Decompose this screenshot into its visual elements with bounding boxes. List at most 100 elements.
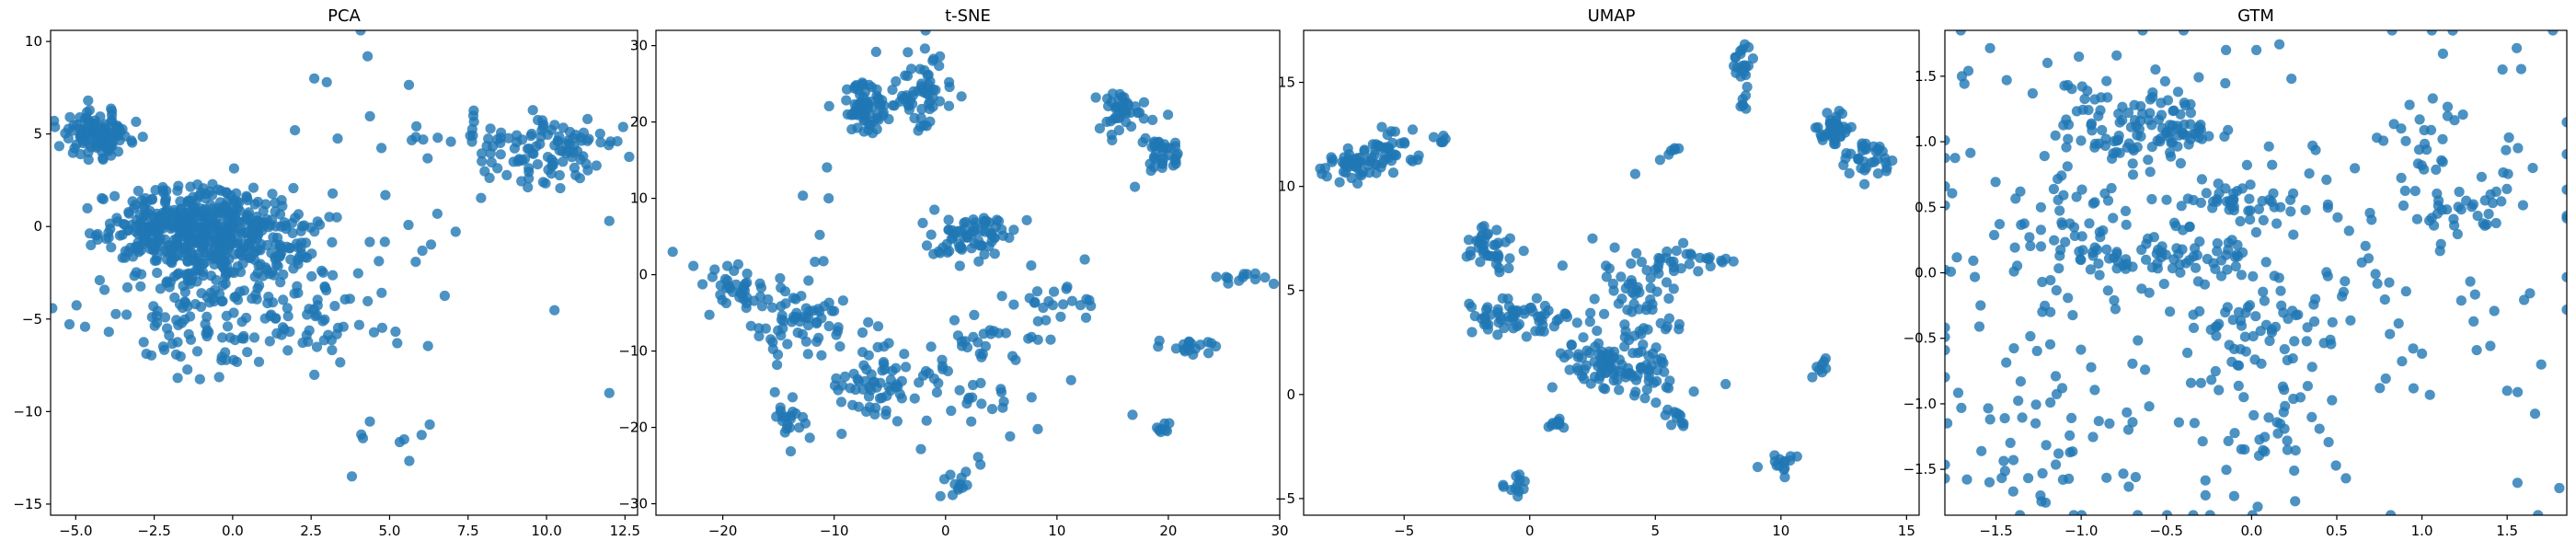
tsne-point (989, 248, 1000, 259)
gtm-point (2501, 385, 2513, 397)
tsne-point (1153, 137, 1164, 148)
pca-point (146, 237, 157, 248)
tsne-point (967, 392, 978, 403)
pca-point (109, 190, 121, 201)
tsne-point (1032, 316, 1043, 327)
gtm-point (2229, 428, 2240, 439)
gtm-point (2279, 385, 2290, 396)
gtm-point (1965, 147, 1976, 158)
umap-point (1497, 293, 1508, 304)
pca-point (155, 283, 166, 294)
tsne-point (1032, 334, 1043, 345)
gtm-point (2001, 75, 2012, 86)
tsne-point (1065, 374, 1076, 385)
tsne-point (742, 277, 753, 288)
pca-point (217, 280, 228, 291)
pca-point (352, 268, 363, 279)
tsne-point (879, 341, 890, 352)
gtm-x-tick-label: −0.5 (2150, 523, 2183, 539)
pca-point (222, 268, 233, 279)
pca-point (232, 294, 244, 305)
gtm-point (2223, 124, 2234, 135)
pca-point (416, 430, 427, 441)
tsne-point (729, 265, 740, 276)
gtm-point (2050, 371, 2062, 382)
tsne-point (899, 349, 910, 360)
pca-point (159, 344, 170, 355)
pca-point (123, 208, 134, 219)
umap-point (1327, 156, 1338, 167)
umap-point (1819, 356, 1830, 367)
tsne-point (1005, 431, 1016, 442)
pca-point (335, 357, 346, 368)
gtm-point (2345, 315, 2356, 326)
tsne-point (1147, 114, 1158, 125)
gtm-point (2107, 153, 2118, 164)
pca-point (267, 189, 278, 200)
tsne-point (934, 96, 946, 107)
pca-point (216, 296, 227, 307)
tsne-point (804, 305, 815, 316)
pca-point (486, 156, 497, 168)
gtm-point (2053, 448, 2064, 459)
tsne-point (798, 190, 809, 201)
tsne-point (943, 214, 954, 225)
gtm-point (2161, 510, 2173, 515)
tsne-point (754, 278, 765, 289)
gtm-point (2252, 501, 2263, 512)
gtm-point (2231, 249, 2242, 260)
gtm-point (1945, 459, 1950, 470)
pca-point (53, 141, 64, 152)
pca-point (422, 153, 433, 164)
gtm-point (2449, 115, 2460, 126)
pca-point (315, 219, 326, 230)
gtm-point (2321, 174, 2332, 185)
gtm-point (2071, 106, 2082, 117)
tsne-point (1206, 338, 1217, 349)
pca-point (202, 240, 213, 251)
pca-title: PCA (328, 6, 361, 26)
tsne-point (1066, 295, 1077, 306)
gtm-x-tick-label: 0.0 (2240, 523, 2262, 539)
tsne-y-tick-label: 30 (630, 38, 648, 54)
pca-point (94, 275, 105, 286)
umap-point (1810, 122, 1821, 133)
gtm-point (2017, 412, 2028, 423)
umap-point (1609, 242, 1620, 253)
pca-point (547, 160, 558, 171)
umap-point (1807, 372, 1818, 383)
pca-point (185, 247, 196, 259)
gtm-point (2236, 270, 2247, 281)
tsne-point (775, 402, 786, 413)
pca-point (284, 243, 295, 254)
tsne-point (1249, 274, 1261, 285)
pca-point (484, 172, 495, 183)
gtm-point (2490, 186, 2501, 197)
gtm-point (2360, 240, 2371, 251)
gtm-point (2238, 392, 2249, 403)
gtm-point (2338, 286, 2349, 297)
umap-point (1648, 377, 1660, 388)
umap-point (1769, 450, 1780, 461)
tsne-point (811, 317, 822, 329)
gtm-point (2212, 237, 2223, 249)
gtm-point (2245, 214, 2256, 225)
umap-x-tick-label: 5 (1651, 523, 1661, 539)
pca-point (264, 269, 275, 280)
pca-x-tick-label: 5.0 (379, 523, 401, 539)
gtm-point (2133, 123, 2145, 134)
gtm-point (2060, 236, 2071, 247)
tsne-point (785, 446, 797, 457)
tsne-point (1026, 260, 1037, 271)
gtm-point (2332, 212, 2343, 223)
gtm-point (2182, 347, 2193, 359)
gtm-point (2144, 401, 2155, 412)
gtm-point (2431, 164, 2442, 175)
umap-point (1651, 354, 1662, 365)
umap-point (1619, 341, 1630, 352)
tsne-point (857, 347, 868, 358)
umap-point (1564, 364, 1575, 375)
tsne-point (1049, 286, 1060, 297)
pca-point (424, 419, 435, 431)
